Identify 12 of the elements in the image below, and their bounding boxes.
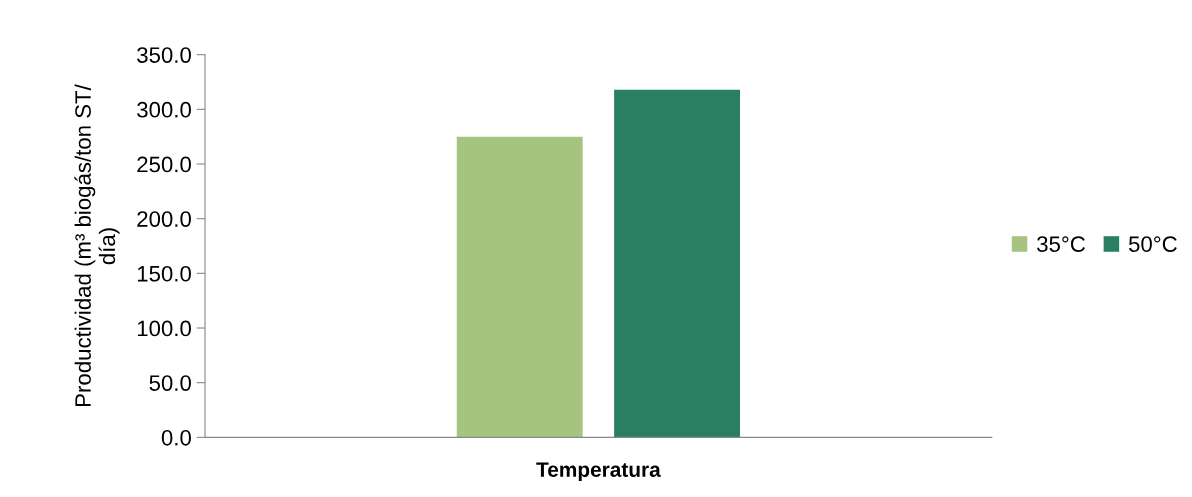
y-tick-label: 150.0 (137, 265, 191, 282)
x-axis-title: Temperatura (536, 462, 661, 482)
y-tick-label: 250.0 (137, 156, 191, 173)
y-axis-title: Productividad (m³ biogás/ton ST/ día) (74, 84, 120, 406)
y-tick-label: 350.0 (137, 47, 191, 63)
y-tick-label: 200.0 (137, 211, 191, 227)
y-tick-label: 100.0 (137, 320, 191, 337)
legend-label: 35°C (1037, 236, 1085, 252)
legend-label: 50°C (1128, 236, 1177, 252)
y-tick-label: 50.0 (149, 375, 191, 391)
y-tick-label: 0.0 (161, 429, 191, 446)
y-tick-label: 300.0 (137, 101, 191, 118)
